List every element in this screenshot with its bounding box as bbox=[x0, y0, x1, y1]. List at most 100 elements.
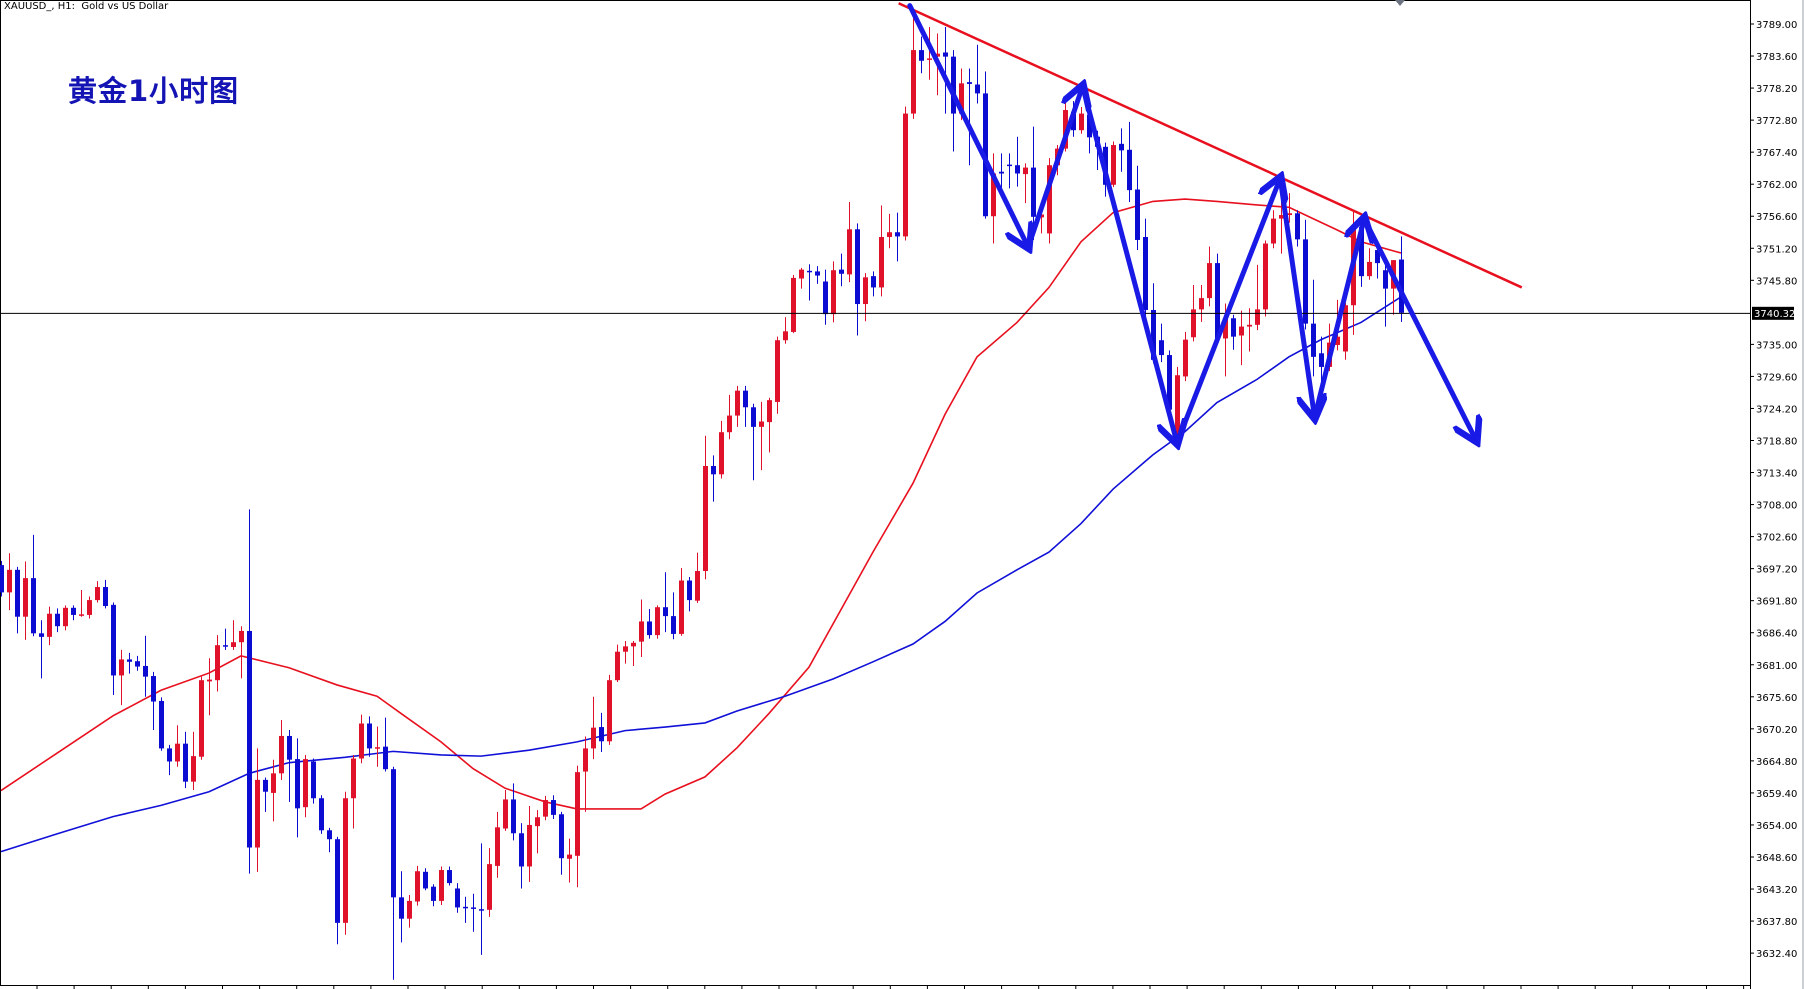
candle-body bbox=[951, 56, 956, 114]
candle-bullish bbox=[591, 696, 596, 760]
candle-body bbox=[807, 270, 812, 273]
price-tick-label: 3675.60 bbox=[1756, 693, 1797, 704]
symbol-header: XAUUSD_, H1: Gold vs US Dollar bbox=[4, 1, 169, 12]
candle-body bbox=[775, 340, 780, 402]
candle-bearish bbox=[1143, 218, 1148, 327]
candle-bullish bbox=[527, 805, 532, 882]
price-tick-label: 3735.00 bbox=[1756, 340, 1797, 351]
candle-bullish bbox=[279, 719, 284, 780]
candle-bullish bbox=[375, 726, 380, 767]
candle-bullish bbox=[1207, 246, 1212, 307]
candle-bearish bbox=[871, 271, 876, 297]
candle-body bbox=[1239, 326, 1244, 336]
candle-bullish bbox=[783, 317, 788, 344]
candle-body bbox=[191, 756, 196, 782]
candle-body bbox=[815, 271, 820, 276]
candle-body bbox=[759, 421, 764, 427]
candle-body bbox=[1143, 236, 1148, 310]
candle-body bbox=[519, 833, 524, 867]
candle-bullish bbox=[175, 725, 180, 767]
candle-body bbox=[855, 229, 860, 305]
candle-body bbox=[1343, 305, 1348, 352]
candle-bearish bbox=[1383, 260, 1388, 327]
candle-bearish bbox=[687, 576, 692, 612]
candle-body bbox=[119, 659, 124, 676]
candle-body bbox=[383, 746, 388, 770]
candle-bearish bbox=[743, 385, 748, 427]
candle-body bbox=[927, 58, 932, 60]
price-tick-label: 3729.60 bbox=[1756, 372, 1797, 383]
candle-body bbox=[295, 759, 300, 809]
candle-bearish bbox=[263, 777, 268, 812]
candle-body bbox=[47, 613, 52, 637]
candle-body bbox=[1015, 165, 1020, 174]
candle-body bbox=[991, 173, 996, 217]
candle-body bbox=[327, 830, 332, 840]
candle-bullish bbox=[439, 866, 444, 906]
candle-bullish bbox=[679, 568, 684, 636]
candle-bearish bbox=[1007, 153, 1012, 189]
svg-text:3740.32: 3740.32 bbox=[1754, 309, 1795, 320]
candle-body bbox=[583, 748, 588, 772]
candle-bearish bbox=[471, 893, 476, 932]
candle-body bbox=[127, 659, 132, 662]
candle-body bbox=[79, 614, 84, 616]
candle-body bbox=[1207, 263, 1212, 299]
candle-bullish bbox=[543, 795, 548, 821]
chart-shift-marker-icon[interactable] bbox=[1395, 0, 1405, 6]
candle-body bbox=[199, 680, 204, 757]
candle-bullish bbox=[231, 620, 236, 650]
candle-bearish bbox=[143, 635, 148, 697]
price-tick-label: 3783.60 bbox=[1756, 52, 1797, 63]
candle-body bbox=[207, 679, 212, 682]
candle-bullish bbox=[703, 435, 708, 580]
candle-bullish bbox=[415, 865, 420, 906]
candle-body bbox=[647, 621, 652, 636]
candle-bullish bbox=[199, 676, 204, 760]
candle-bullish bbox=[407, 894, 412, 928]
candle-bearish bbox=[807, 264, 812, 301]
candles bbox=[0, 18, 1404, 980]
candle-bearish bbox=[455, 883, 460, 913]
candle-body bbox=[1135, 189, 1140, 240]
candle-body bbox=[695, 571, 700, 601]
candle-body bbox=[935, 53, 940, 57]
candle-bullish bbox=[847, 201, 852, 283]
candle-bearish bbox=[463, 896, 468, 923]
candle-body bbox=[623, 646, 628, 652]
candle-bullish bbox=[903, 106, 908, 241]
candle-bearish bbox=[287, 730, 292, 802]
candle-bullish bbox=[799, 267, 804, 289]
price-tick-label: 3702.60 bbox=[1756, 533, 1797, 544]
candle-body bbox=[903, 113, 908, 237]
candle-bearish bbox=[1295, 210, 1300, 247]
candle-body bbox=[1119, 143, 1124, 151]
candle-body bbox=[431, 886, 436, 901]
candle-body bbox=[1007, 164, 1012, 167]
candle-bearish bbox=[895, 212, 900, 262]
candle-bullish bbox=[255, 748, 260, 872]
candle-body bbox=[399, 897, 404, 919]
candle-body bbox=[263, 779, 268, 792]
price-tick-label: 3789.00 bbox=[1756, 20, 1797, 31]
candle-body bbox=[343, 798, 348, 923]
candle-body bbox=[1255, 309, 1260, 325]
candle-body bbox=[543, 800, 548, 817]
candle-bullish bbox=[271, 759, 276, 822]
candle-body bbox=[1367, 261, 1372, 277]
price-tick-label: 3670.20 bbox=[1756, 725, 1797, 736]
candle-bearish bbox=[751, 403, 756, 481]
candle-bullish bbox=[1023, 163, 1028, 204]
candle-bullish bbox=[727, 394, 732, 440]
candle-bullish bbox=[79, 590, 84, 617]
candle-body bbox=[823, 281, 828, 315]
price-tick-label: 3778.20 bbox=[1756, 84, 1797, 95]
candle-bullish bbox=[887, 213, 892, 249]
candle-bullish bbox=[95, 581, 100, 603]
candle-body bbox=[255, 779, 260, 848]
candle-body bbox=[567, 854, 572, 859]
candle-body bbox=[751, 407, 756, 427]
candle-bearish bbox=[223, 628, 228, 650]
candle-body bbox=[311, 761, 316, 799]
